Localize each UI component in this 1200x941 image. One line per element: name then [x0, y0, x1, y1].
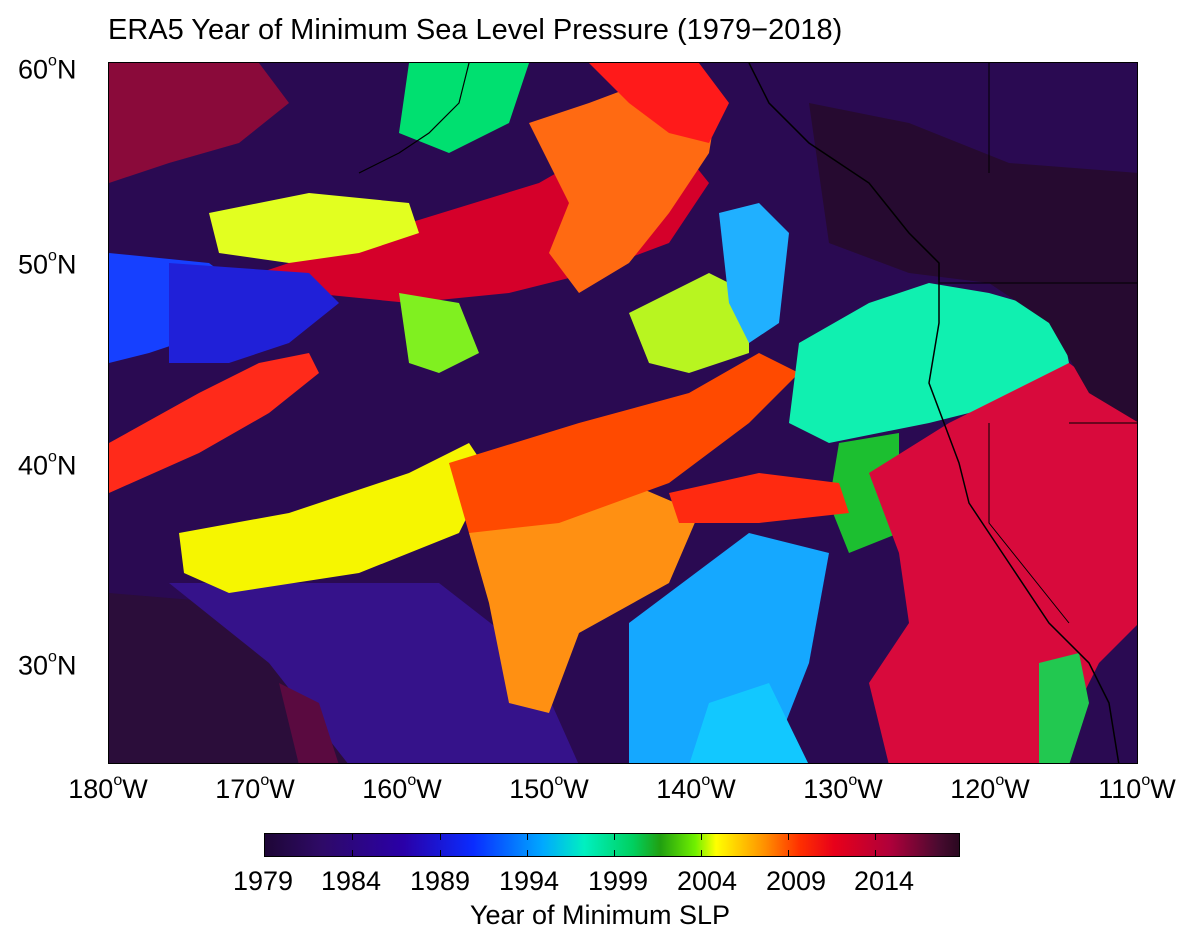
region-blue-north2 — [169, 263, 339, 363]
lon-label-150w: 150oW — [509, 772, 589, 804]
lon-label-140w: 140oW — [656, 772, 736, 804]
colorbar-tick-labels: 1979 1984 1989 1994 1999 2004 2009 2014 — [0, 866, 1200, 900]
region-green-east — [829, 433, 899, 553]
alaska-coast — [358, 63, 470, 174]
lon-label-160w: 160oW — [362, 772, 442, 804]
lon-label-170w: 170oW — [215, 772, 295, 804]
region-dark-southwest-patch — [279, 683, 339, 763]
region-yellow-north — [209, 193, 419, 263]
region-red-strip — [669, 473, 849, 523]
lat-label-40n: 40oN — [18, 448, 77, 481]
colorbar-tick-label: 1994 — [498, 866, 560, 896]
map-panel — [108, 62, 1138, 764]
colorbar-tick-label: 2014 — [853, 866, 915, 896]
colorbar-tick-label: 1979 — [232, 866, 294, 896]
region-red-west — [109, 353, 319, 493]
region-orange-diagonal — [449, 353, 799, 533]
colorbar-tick-label: 1989 — [409, 866, 471, 896]
region-red-top — [589, 63, 729, 143]
lon-label-110w: 110oW — [1098, 772, 1176, 804]
border-line-3 — [988, 423, 1070, 624]
lon-label-120w: 120oW — [950, 772, 1030, 804]
colorbar-title: Year of Minimum SLP — [469, 900, 731, 930]
region-maroon-topleft — [109, 63, 289, 183]
map-title: ERA5 Year of Minimum Sea Level Pressure … — [108, 14, 843, 46]
coastline — [748, 63, 1120, 763]
lat-label-30n: 30oN — [18, 648, 77, 681]
region-lime-north — [399, 293, 479, 373]
colorbar — [264, 833, 960, 857]
region-yellow-band — [179, 443, 489, 593]
colorbar-tick-label: 1999 — [587, 866, 649, 896]
colorbar-tick-label: 2009 — [765, 866, 827, 896]
region-orange-tongue — [469, 483, 699, 713]
lon-label-130w: 130oW — [803, 772, 883, 804]
region-green-coast — [1039, 653, 1089, 763]
lat-label-50n: 50oN — [18, 247, 77, 280]
colorbar-tick-label: 2004 — [676, 866, 738, 896]
region-lightblue-se — [689, 683, 809, 763]
lon-label-180w: 180oW — [68, 772, 148, 804]
lat-label-60n: 60oN — [18, 52, 77, 85]
region-dark-northeast — [809, 103, 1137, 422]
region-south-purple — [169, 583, 579, 763]
region-lime-mid — [629, 273, 749, 373]
colorbar-tick-label: 1984 — [320, 866, 382, 896]
year-of-minimum-slp-field — [109, 63, 1137, 763]
region-blue-mideast — [719, 203, 789, 343]
